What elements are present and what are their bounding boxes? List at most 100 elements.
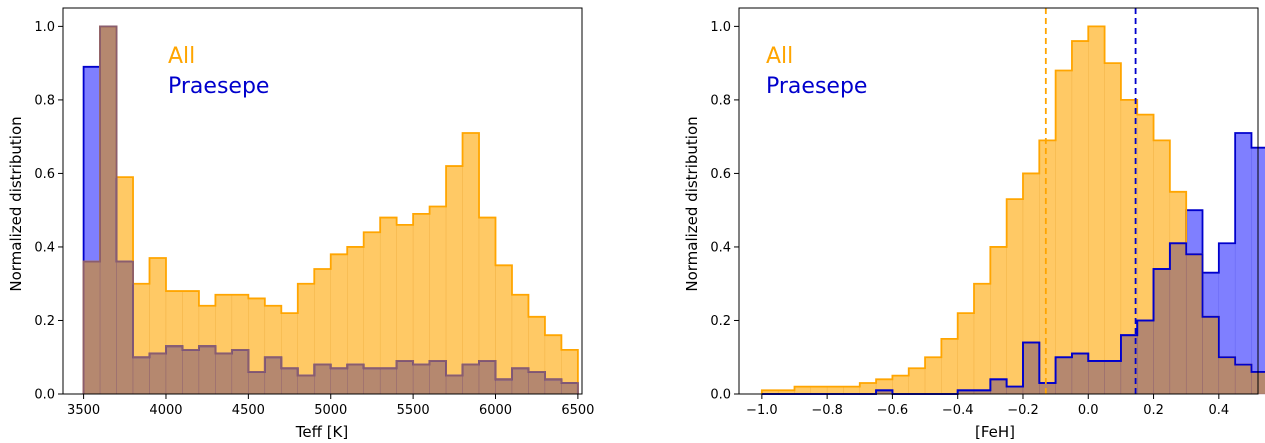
feh-bar-overlap <box>990 379 1007 395</box>
teff-legend-praesepe: Praesepe <box>168 74 269 99</box>
teff-bar-overlap <box>528 371 546 395</box>
feh-xtick-label: −1.0 <box>746 403 778 418</box>
teff-bar-overlap <box>182 349 200 395</box>
teff-xtick-label: 4500 <box>232 403 265 418</box>
teff-bar-overlap <box>99 26 117 395</box>
feh-bar-all <box>924 357 942 395</box>
feh-bar-praesepe <box>1202 272 1220 317</box>
feh-bar-overlap <box>1234 364 1252 395</box>
feh-bar-overlap <box>1006 386 1024 395</box>
feh-bar-overlap <box>1169 243 1187 395</box>
teff-ytick-label: 0.4 <box>34 240 55 255</box>
teff-bar-overlap <box>445 375 463 395</box>
teff-xlabel: Teff [K] <box>295 423 349 441</box>
teff-bar-overlap <box>231 349 249 395</box>
feh-histogram-panel: Normalized distribution [FeH] All Praese… <box>683 7 1265 441</box>
teff-bar-overlap <box>248 371 266 395</box>
teff-xtick-label: 6000 <box>479 403 512 418</box>
teff-bar-all <box>347 246 364 365</box>
feh-ytick-label: 0.2 <box>710 314 731 329</box>
teff-bar-all <box>297 283 315 376</box>
teff-bar-overlap <box>396 360 414 395</box>
teff-bar-all <box>330 254 348 369</box>
teff-bars <box>83 26 579 395</box>
teff-bar-overlap <box>116 261 134 395</box>
teff-bar-all <box>165 290 183 347</box>
feh-bar-all <box>892 375 909 395</box>
teff-xtick-label: 4000 <box>149 403 182 418</box>
feh-bar-all <box>1088 26 1105 362</box>
teff-legend-all: All <box>168 44 195 69</box>
teff-bar-overlap <box>314 364 331 395</box>
feh-axes-frame <box>738 7 1259 395</box>
feh-xtick-label: 0.2 <box>1143 403 1164 418</box>
feh-bar-all <box>990 246 1007 380</box>
teff-xtick-label: 5000 <box>314 403 347 418</box>
feh-bar-overlap <box>1088 360 1105 395</box>
feh-bar-all <box>941 338 958 395</box>
feh-bar-all <box>843 386 860 395</box>
teff-bar-all <box>429 206 447 362</box>
feh-ytick-label: 0.4 <box>710 240 731 255</box>
feh-bar-all <box>794 386 812 395</box>
teff-ytick-label: 1.0 <box>34 20 55 35</box>
feh-ytick-label: 0.6 <box>710 167 731 182</box>
feh-ylabel: Normalized distribution <box>683 116 701 291</box>
feh-bar-overlap <box>1104 360 1122 395</box>
feh-xtick-label: −0.8 <box>811 403 843 418</box>
feh-ytick-label: 0.0 <box>710 388 731 403</box>
teff-bar-overlap <box>83 261 101 395</box>
feh-legend-praesepe: Praesepe <box>766 74 867 99</box>
teff-bar-all <box>132 283 150 358</box>
teff-bar-overlap <box>544 379 562 395</box>
teff-ytick-label: 0.2 <box>34 314 55 329</box>
teff-bar-all <box>116 176 134 262</box>
feh-bar-all <box>957 312 975 391</box>
feh-xtick-label: −0.4 <box>942 403 974 418</box>
teff-bar-all <box>149 257 167 354</box>
teff-bar-all <box>495 265 513 380</box>
feh-bar-all <box>1055 70 1073 358</box>
teff-bar-overlap <box>165 346 183 395</box>
teff-bar-overlap <box>264 357 282 395</box>
feh-bar-praesepe <box>1234 132 1252 365</box>
feh-bar-overlap <box>1055 357 1073 395</box>
teff-bar-overlap <box>330 368 348 395</box>
feh-bar-praesepe <box>1185 209 1203 255</box>
teff-bar-overlap <box>478 360 496 395</box>
teff-bar-all <box>544 334 562 380</box>
teff-bar-overlap <box>215 353 233 395</box>
teff-ytick-label: 0.8 <box>34 93 55 108</box>
feh-bar-all <box>1137 114 1154 321</box>
feh-bar-all <box>1071 40 1089 354</box>
teff-xtick-label: 3500 <box>67 403 100 418</box>
feh-bar-overlap <box>1022 342 1040 395</box>
feh-bar-all <box>1104 62 1122 362</box>
feh-bar-all <box>826 386 844 395</box>
teff-ylabel: Normalized distribution <box>7 116 25 291</box>
teff-bar-all <box>396 224 414 362</box>
teff-bar-all <box>314 268 331 365</box>
feh-bar-all <box>1039 140 1056 384</box>
feh-bar-all <box>1006 198 1024 387</box>
feh-bar-overlap <box>1185 254 1203 395</box>
teff-bar-all <box>528 316 546 373</box>
teff-bar-all <box>198 305 216 347</box>
feh-bar-overlap <box>1071 353 1089 395</box>
feh-bar-all <box>810 386 828 395</box>
feh-legend-all: All <box>766 44 793 69</box>
teff-bar-overlap <box>198 346 216 395</box>
teff-ytick-label: 0.0 <box>34 388 55 403</box>
teff-all-outline <box>82 25 579 394</box>
teff-xtick-label: 6500 <box>561 403 594 418</box>
teff-bar-overlap <box>347 364 364 395</box>
feh-bar-all <box>1022 173 1040 343</box>
teff-praesepe-under-outline <box>82 25 579 394</box>
feh-bar-overlap <box>1202 316 1220 395</box>
feh-bar-overlap <box>1120 334 1138 395</box>
teff-bar-overlap <box>132 357 150 395</box>
feh-bar-overlap <box>1153 268 1171 395</box>
feh-xtick-label: −0.2 <box>1007 403 1039 418</box>
teff-ytick-label: 0.6 <box>34 167 55 182</box>
